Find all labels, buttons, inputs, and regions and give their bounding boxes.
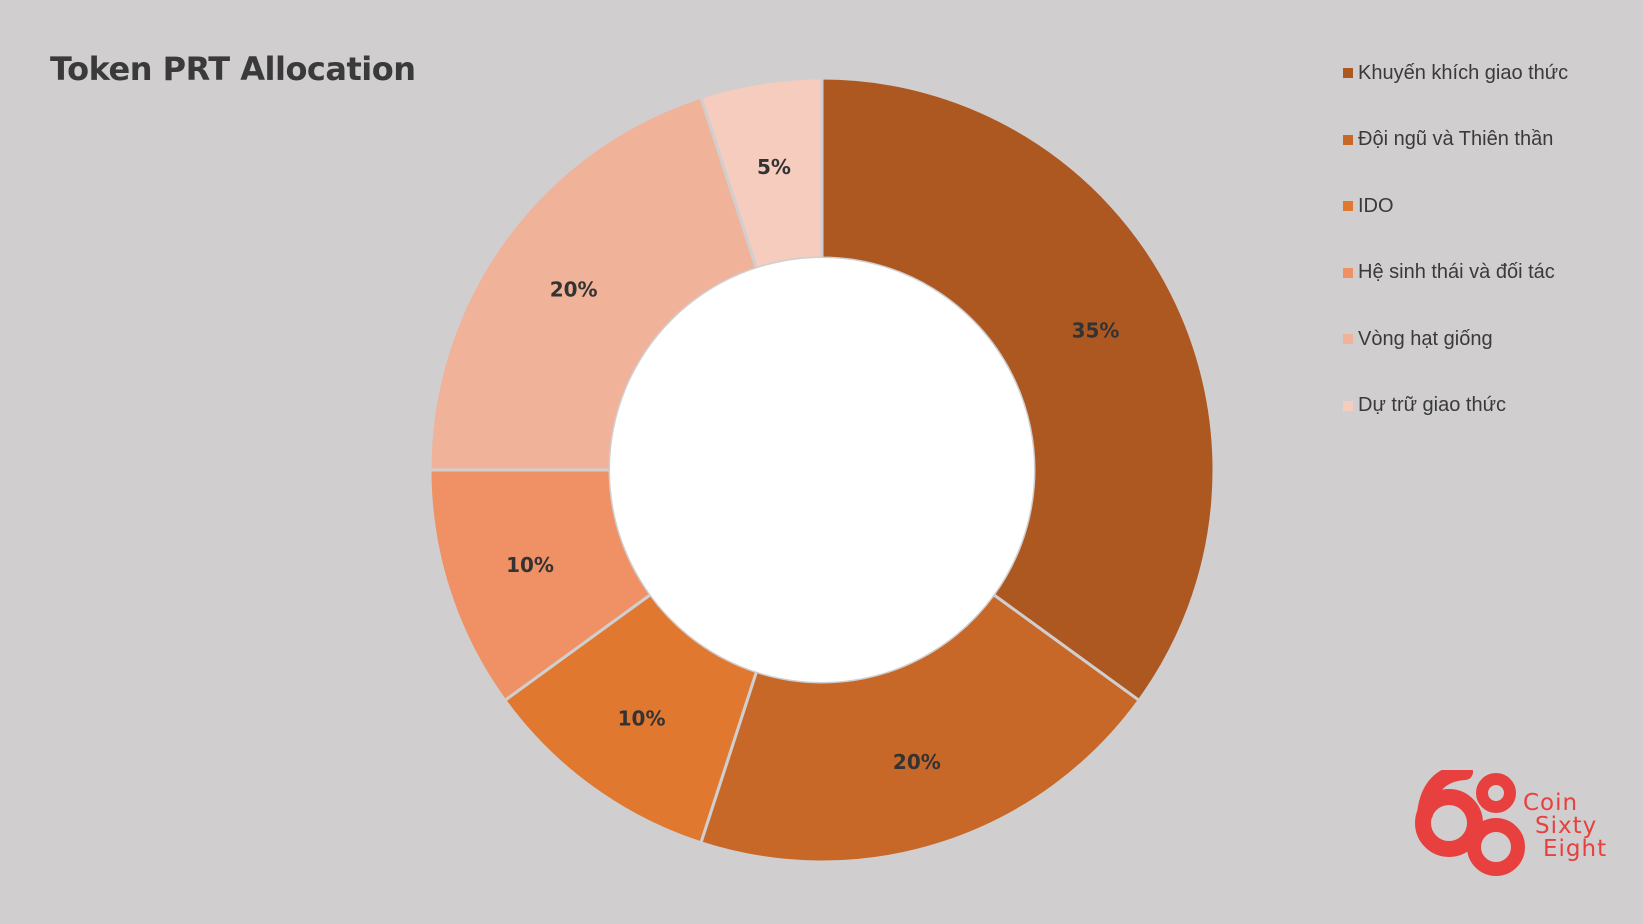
legend-item: Hệ sinh thái và đối tác: [1343, 260, 1568, 286]
legend-swatch: [1343, 134, 1353, 145]
legend-item: Dự trữ giao thức: [1343, 393, 1568, 419]
legend-swatch: [1343, 201, 1353, 212]
legend-label: Dự trữ giao thức: [1358, 394, 1506, 417]
slice-data-label: 10%: [618, 706, 666, 730]
legend-label: Hệ sinh thái và đối tác: [1358, 261, 1555, 284]
legend-swatch: [1343, 267, 1353, 278]
legend-label: IDO: [1358, 194, 1394, 217]
logo-text: Coin Sixty Eight: [1523, 792, 1607, 861]
legend-label: Vòng hạt giống: [1358, 327, 1493, 350]
slice-data-label: 5%: [757, 155, 791, 179]
legend-swatch: [1343, 334, 1353, 345]
legend-swatch: [1343, 68, 1353, 78]
slice-data-label: 35%: [1072, 319, 1120, 343]
legend-label: Khuyến khích giao thức: [1358, 61, 1569, 84]
legend-item: Vòng hạt giống: [1343, 326, 1568, 352]
logo-line-coin: Coin: [1523, 790, 1579, 816]
slice-data-label: 20%: [550, 278, 598, 302]
logo-line-eight: Eight: [1543, 836, 1608, 862]
slice-data-label: 20%: [893, 750, 941, 774]
legend-item: Khuyến khích giao thức: [1343, 60, 1568, 86]
logo-line-sixty: Sixty: [1535, 813, 1598, 839]
legend-label: Đội ngũ và Thiên thần: [1358, 128, 1554, 151]
slice-data-label: 10%: [506, 553, 554, 577]
chart-title: Token PRT Allocation: [50, 50, 416, 88]
logo-mark-icon: [1415, 770, 1525, 876]
legend-item: IDO: [1343, 193, 1568, 219]
legend-swatch: [1343, 400, 1353, 411]
chart-legend: Khuyến khích giao thức Đội ngũ và Thiên t…: [1343, 60, 1568, 460]
coin-sixty-eight-logo: Coin Sixty Eight: [1415, 770, 1615, 885]
legend-item: Đội ngũ và Thiên thần: [1343, 127, 1568, 153]
donut-hole: [610, 258, 1034, 682]
